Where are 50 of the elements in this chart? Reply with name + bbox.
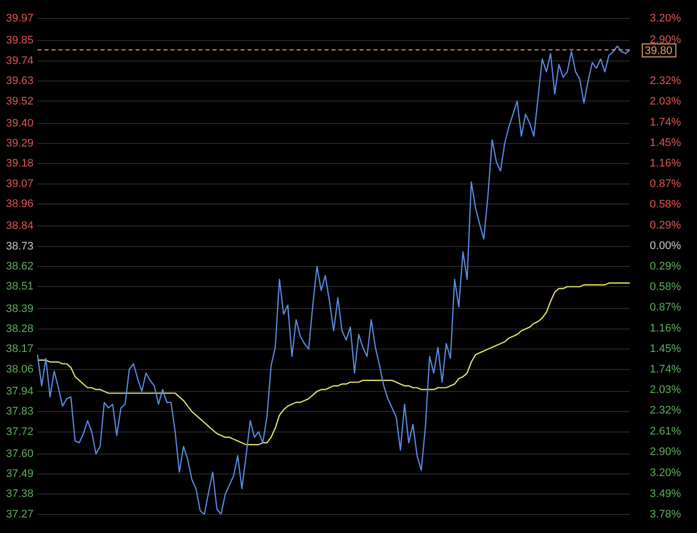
y2-tick-label: 1.45% [650, 136, 682, 149]
y2-tick-label: 3.78% [650, 508, 682, 520]
y-tick-label: 39.52 [6, 95, 34, 108]
y-tick-label: 39.40 [6, 117, 34, 130]
y2-tick-label: 1.74% [650, 116, 682, 128]
y-tick-label: 37.60 [6, 448, 34, 460]
y-tick-label: 37.27 [6, 508, 34, 520]
y2-tick-label: 2.90% [650, 446, 682, 458]
y2-tick-label: 2.61% [650, 425, 682, 438]
y-tick-label: 39.18 [6, 158, 34, 170]
y-tick-label: 37.83 [6, 406, 34, 418]
y2-tick-label: 0.87% [650, 302, 682, 314]
y-tick-label: 38.17 [6, 343, 34, 356]
y-tick-label: 39.07 [6, 178, 34, 190]
y-tick-label: 39.74 [6, 54, 34, 67]
y-tick-label: 39.97 [6, 12, 34, 25]
y-tick-label: 38.73 [6, 240, 34, 252]
y-tick-label: 37.38 [6, 488, 34, 500]
y2-tick-label: 3.20% [650, 12, 682, 25]
y2-tick-label: 1.74% [650, 364, 682, 376]
y2-tick-label: 2.32% [650, 404, 682, 417]
y2-tick-label: 2.03% [650, 96, 682, 108]
y2-tick-label: 0.58% [650, 281, 682, 294]
y-tick-label: 38.39 [6, 302, 34, 315]
y2-tick-label: 0.29% [650, 219, 682, 232]
y2-tick-label: 0.29% [650, 260, 682, 273]
y2-tick-label: 3.20% [650, 467, 682, 480]
y2-tick-label: 1.16% [650, 322, 682, 334]
y2-tick-label: 0.87% [650, 178, 682, 190]
y-tick-label: 38.84 [6, 220, 34, 232]
y-tick-label: 39.85 [6, 34, 34, 47]
y2-tick-label: 1.45% [650, 342, 682, 355]
y-tick-label: 37.72 [6, 426, 34, 438]
y2-tick-label: 0.00% [650, 240, 682, 252]
y-tick-label: 37.49 [6, 468, 34, 480]
ref-line-label: 39.80 [644, 44, 672, 57]
y-tick-label: 39.29 [6, 138, 34, 150]
y-tick-label: 37.94 [6, 385, 34, 398]
y-tick-label: 38.62 [6, 260, 34, 273]
y2-tick-label: 3.49% [650, 488, 682, 500]
y2-tick-label: 2.03% [650, 384, 682, 396]
y2-tick-label: 0.58% [650, 198, 682, 211]
y-tick-label: 38.06 [6, 363, 34, 376]
y-tick-label: 38.51 [6, 280, 34, 293]
y2-tick-label: 1.16% [650, 158, 682, 170]
y-tick-label: 38.96 [6, 198, 34, 210]
y2-tick-label: 2.90% [650, 34, 682, 46]
y2-tick-label: 2.32% [650, 75, 682, 88]
y-tick-label: 39.63 [6, 75, 34, 88]
y-tick-label: 38.28 [6, 322, 34, 335]
